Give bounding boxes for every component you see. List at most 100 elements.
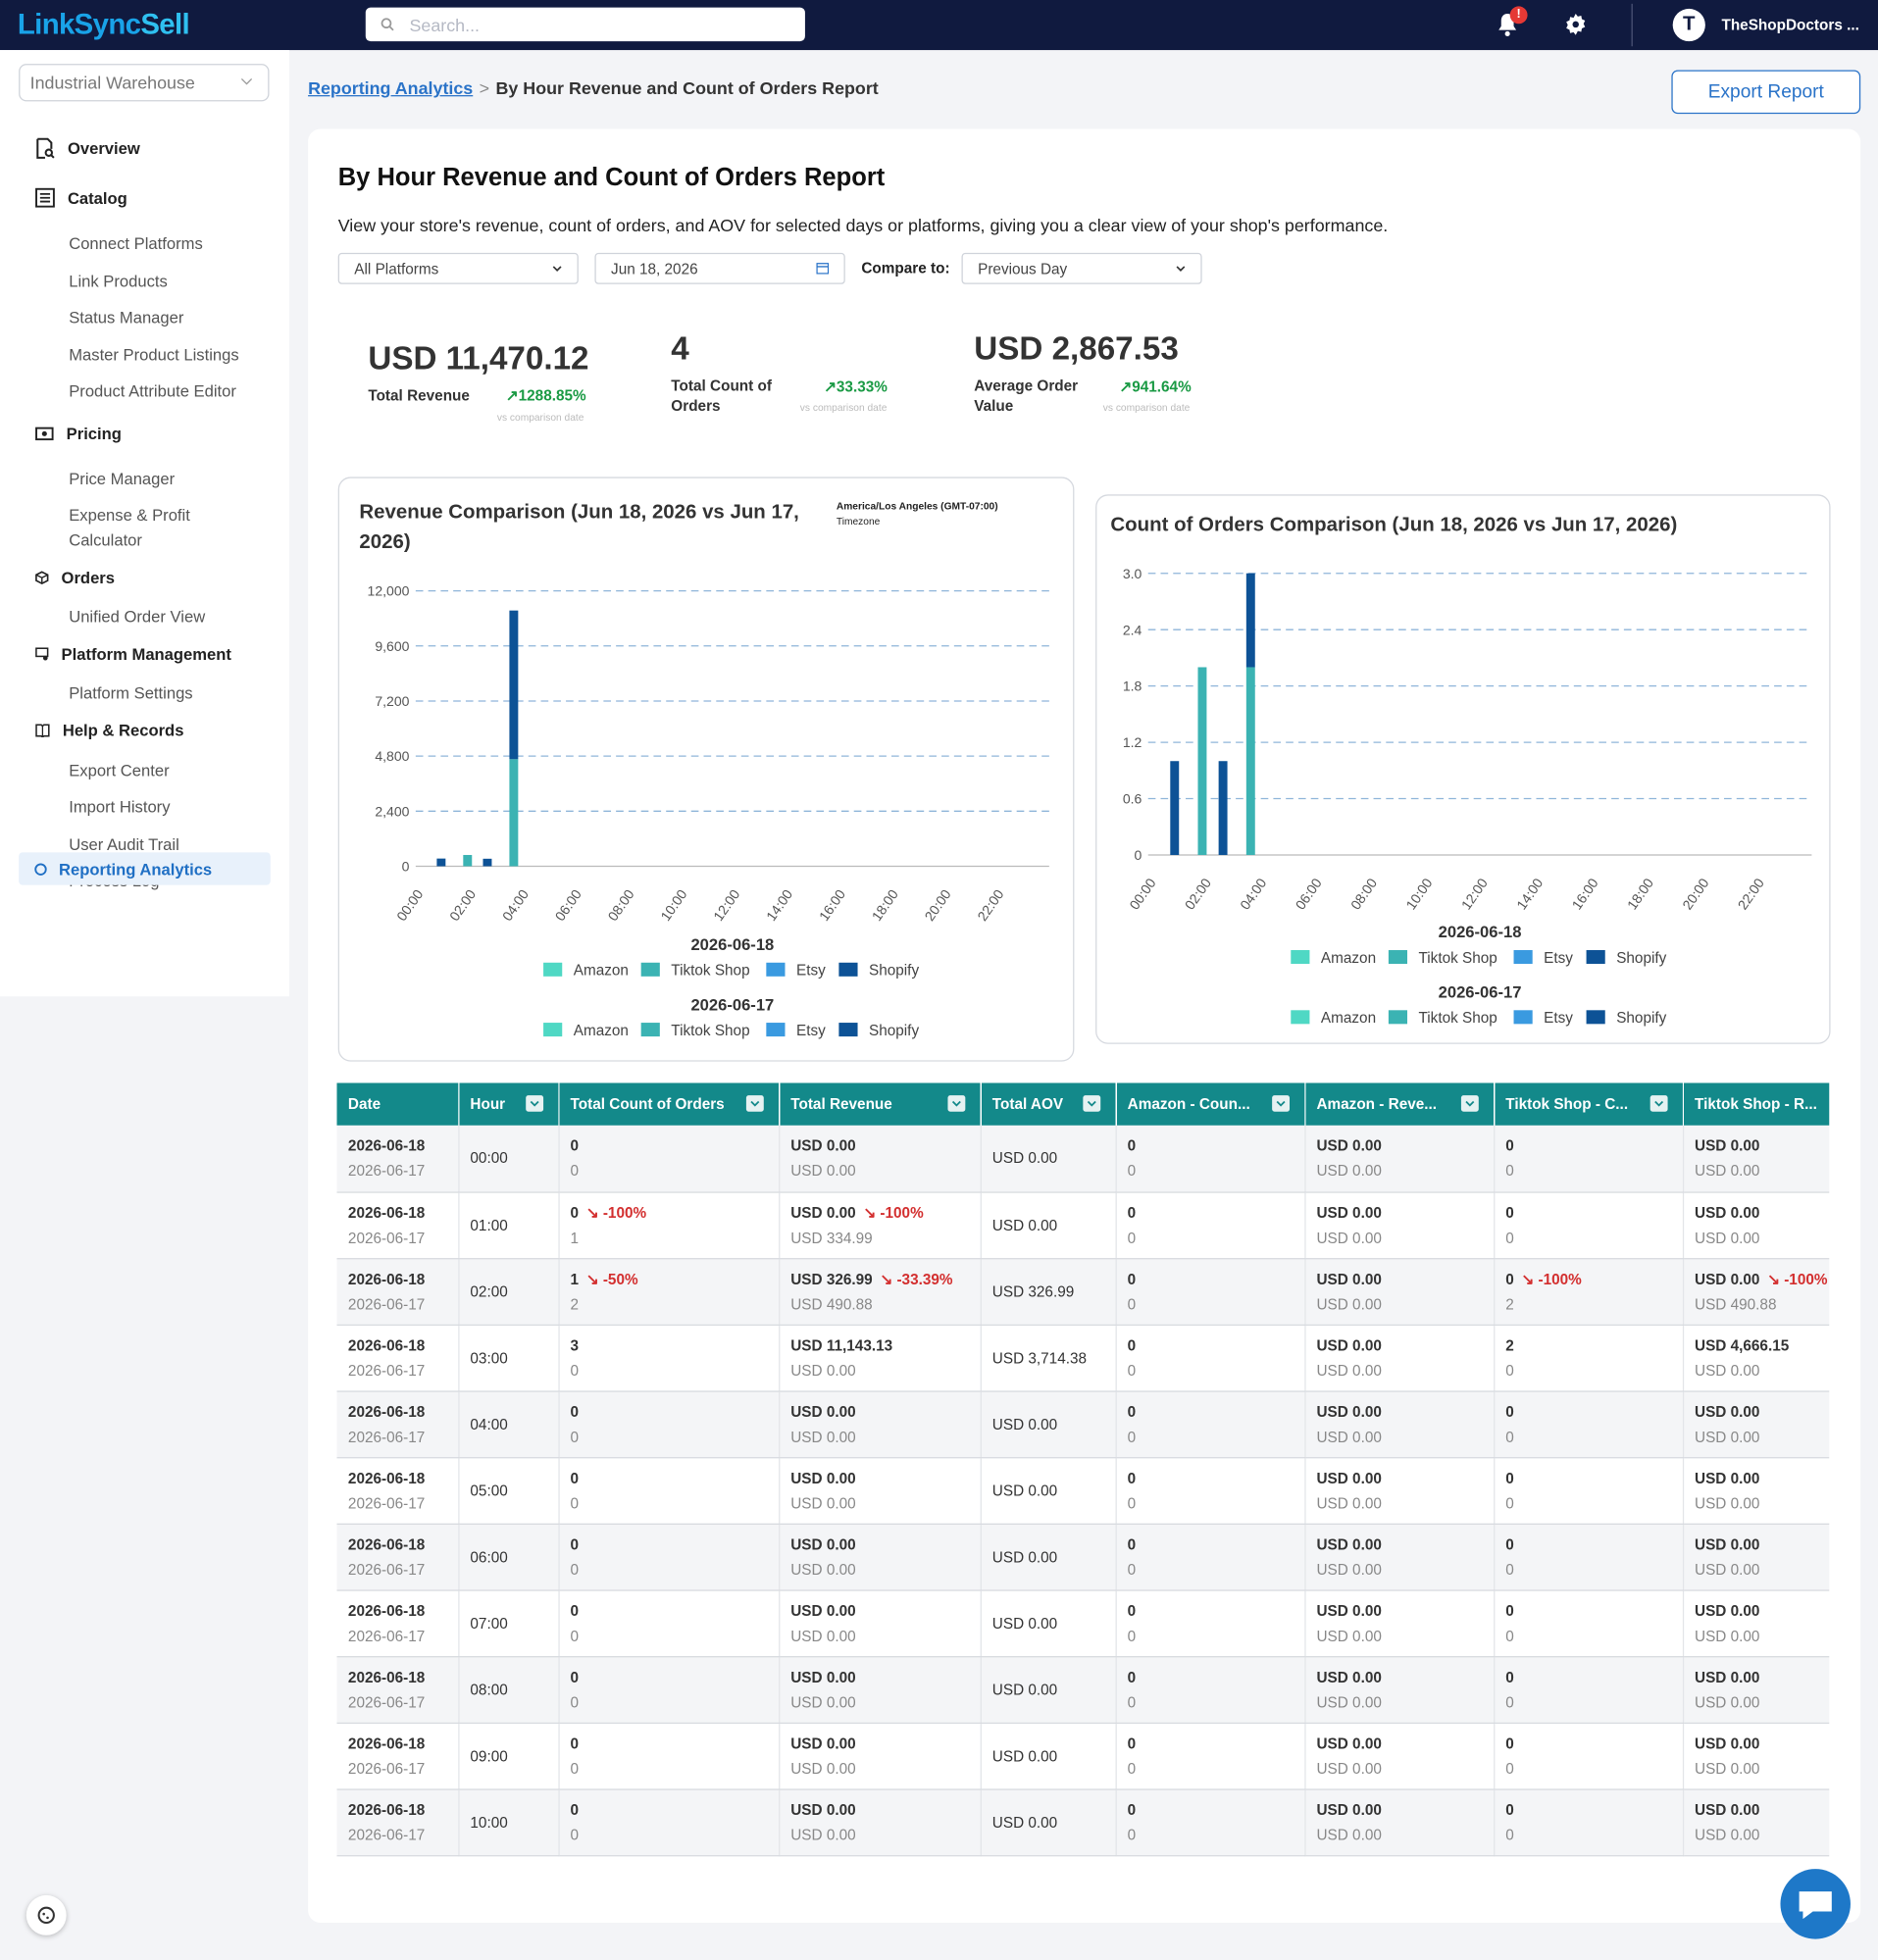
legend-swatch[interactable] — [1513, 950, 1533, 965]
sidebar-item-reporting-analytics[interactable]: Reporting Analytics — [19, 852, 271, 885]
avatar[interactable]: T — [1672, 8, 1705, 42]
legend-label[interactable]: Etsy — [1544, 1010, 1573, 1027]
sidebar-item-link-products[interactable]: Link Products — [69, 272, 168, 291]
legend-label[interactable]: Amazon — [574, 963, 629, 980]
column-header[interactable]: Total Revenue — [779, 1082, 982, 1126]
bar-shopify[interactable] — [482, 858, 492, 867]
bar-tiktok-shop[interactable] — [1197, 667, 1207, 855]
cell-hour: 09:00 — [458, 1722, 560, 1790]
column-menu-icon[interactable] — [1650, 1095, 1667, 1112]
legend-label[interactable]: Tiktok Shop — [1419, 950, 1497, 967]
sidebar-item-expense-profit[interactable]: Expense & Profit — [69, 505, 190, 525]
legend-label[interactable]: Amazon — [1321, 950, 1376, 967]
revenue-chart-title: Revenue Comparison (Jun 18, 2026 vs Jun … — [359, 501, 799, 554]
table-row: 2026-06-18 2026-06-17 02:00 1 ↘ -50% 2 USD 326… — [336, 1258, 1830, 1326]
legend-label[interactable]: Tiktok Shop — [671, 1023, 749, 1039]
legend-label[interactable]: Shopify — [1616, 950, 1666, 967]
sidebar-item-overview[interactable]: Overview — [35, 137, 140, 159]
column-header[interactable]: Amazon - Reve... — [1304, 1082, 1495, 1126]
column-menu-icon[interactable] — [525, 1095, 543, 1112]
user-name[interactable]: TheShopDoctors ... — [1721, 16, 1859, 34]
legend-label[interactable]: Etsy — [796, 963, 826, 980]
legend-swatch[interactable] — [640, 1023, 660, 1037]
bar-shopify[interactable] — [1245, 573, 1255, 668]
warehouse-select[interactable]: Industrial Warehouse — [19, 64, 270, 102]
bar-shopify[interactable] — [436, 858, 446, 867]
legend-swatch[interactable] — [1291, 950, 1310, 965]
bar-tiktok-shop[interactable] — [509, 759, 519, 867]
date-picker[interactable]: Jun 18, 2026 — [594, 252, 845, 284]
column-header[interactable]: Date — [336, 1082, 459, 1126]
bar-shopify[interactable] — [1218, 761, 1228, 855]
sidebar-item-export-center[interactable]: Export Center — [69, 761, 170, 780]
compare-select[interactable]: Previous Day — [961, 252, 1202, 284]
column-header[interactable]: Total Count of Orders — [558, 1082, 780, 1126]
legend-swatch[interactable] — [766, 962, 786, 977]
bar-tiktok-shop[interactable] — [463, 854, 473, 867]
legend-label[interactable]: Shopify — [869, 1023, 919, 1039]
catalog-icon — [35, 187, 55, 208]
sidebar-item-price-manager[interactable]: Price Manager — [69, 469, 176, 488]
bar-tiktok-shop[interactable] — [1245, 667, 1255, 855]
legend-label[interactable]: Tiktok Shop — [671, 963, 749, 980]
bar-shopify[interactable] — [1170, 761, 1180, 855]
legend-swatch[interactable] — [1291, 1010, 1310, 1025]
legend-swatch[interactable] — [543, 962, 563, 977]
change-indicator: ↘ -100% — [1521, 1270, 1582, 1288]
sidebar-item-import-history[interactable]: Import History — [69, 797, 171, 817]
bar-shopify[interactable] — [509, 610, 519, 760]
sidebar-item-catalog[interactable]: Catalog — [35, 187, 127, 208]
chat-button[interactable] — [1780, 1869, 1851, 1939]
compare-label: Compare to: — [861, 259, 950, 277]
platform-select[interactable]: All Platforms — [337, 252, 579, 284]
breadcrumb-link-reporting[interactable]: Reporting Analytics — [308, 77, 474, 98]
sidebar-item-calculator[interactable]: Calculator — [69, 530, 142, 550]
sidebar-item-product-attribute-editor[interactable]: Product Attribute Editor — [69, 381, 236, 401]
legend-swatch[interactable] — [838, 962, 858, 977]
legend-swatch[interactable] — [1586, 950, 1605, 965]
sidebar-item-platform-management[interactable]: Platform Management — [35, 645, 231, 664]
column-header[interactable]: Tiktok Shop - R... — [1682, 1082, 1830, 1126]
legend-label[interactable]: Etsy — [1544, 950, 1573, 967]
column-header[interactable]: Tiktok Shop - C... — [1494, 1082, 1684, 1126]
sidebar-item-connect-platforms[interactable]: Connect Platforms — [69, 233, 203, 253]
column-menu-icon[interactable] — [1082, 1095, 1100, 1112]
sidebar-item-orders[interactable]: Orders — [35, 569, 115, 587]
legend-swatch[interactable] — [1388, 1010, 1408, 1025]
search-input[interactable]: Search... — [365, 7, 805, 42]
legend-swatch[interactable] — [640, 962, 660, 977]
legend-swatch[interactable] — [1513, 1010, 1533, 1025]
column-header[interactable]: Total AOV — [980, 1082, 1117, 1126]
sidebar-item-help-records[interactable]: Help & Records — [35, 721, 183, 740]
column-menu-icon[interactable] — [1460, 1095, 1479, 1112]
column-menu-icon[interactable] — [946, 1095, 965, 1112]
legend-label[interactable]: Amazon — [1321, 1010, 1376, 1027]
legend-swatch[interactable] — [1388, 950, 1408, 965]
sidebar-item-pricing[interactable]: Pricing — [35, 425, 122, 443]
export-report-button[interactable]: Export Report — [1671, 70, 1861, 115]
sidebar-item-user-audit-trail[interactable]: User Audit Trail — [69, 834, 179, 854]
gear-icon[interactable] — [1565, 14, 1587, 35]
legend-label[interactable]: Tiktok Shop — [1419, 1010, 1497, 1027]
x-tick-label: 08:00 — [1347, 875, 1380, 912]
legend-label[interactable]: Amazon — [574, 1023, 629, 1039]
legend-label[interactable]: Etsy — [796, 1023, 826, 1039]
sidebar-item-platform-settings[interactable]: Platform Settings — [69, 683, 193, 703]
cookie-settings-button[interactable] — [25, 1894, 67, 1935]
column-menu-icon[interactable] — [1271, 1095, 1290, 1112]
app-logo[interactable]: LinkSyncSell — [17, 7, 190, 40]
legend-swatch[interactable] — [838, 1023, 858, 1037]
sidebar-item-master-product-listings[interactable]: Master Product Listings — [69, 345, 239, 365]
legend-swatch[interactable] — [1586, 1010, 1605, 1025]
legend-label[interactable]: Shopify — [869, 963, 919, 980]
sidebar-item-unified-order-view[interactable]: Unified Order View — [69, 607, 206, 627]
column-header[interactable]: Hour — [458, 1082, 560, 1126]
legend-label[interactable]: Shopify — [1616, 1010, 1666, 1027]
legend-swatch[interactable] — [543, 1023, 563, 1037]
sidebar-item-status-manager[interactable]: Status Manager — [69, 308, 184, 327]
column-header[interactable]: Amazon - Coun... — [1115, 1082, 1305, 1126]
column-menu-icon[interactable] — [745, 1095, 764, 1112]
legend-swatch[interactable] — [766, 1023, 786, 1037]
